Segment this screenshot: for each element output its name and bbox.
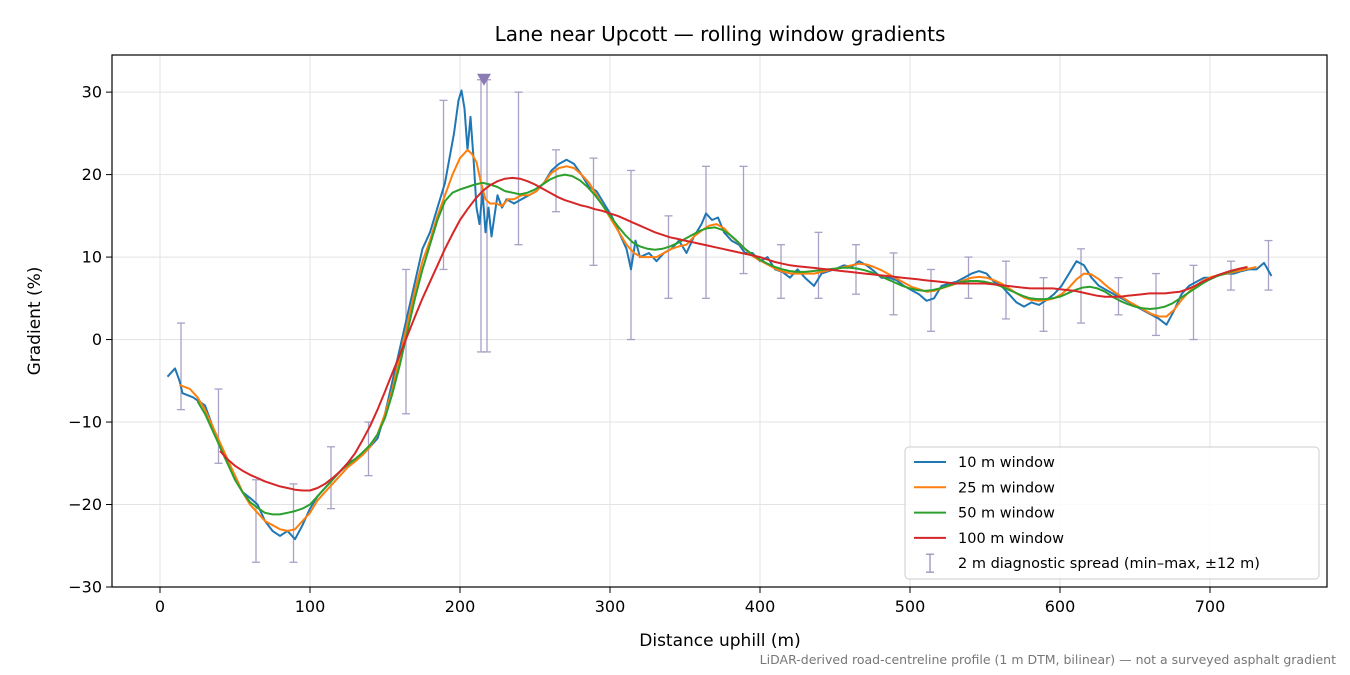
spread-bar: [927, 268, 935, 332]
legend: 10 m window 25 m window 50 m window 100 m w…: [904, 446, 1320, 580]
spread-bar: [664, 215, 673, 299]
series-line: [179, 148, 1257, 532]
x-tick-label: 500: [895, 597, 926, 616]
x-tick-label: 600: [1045, 597, 1076, 616]
triangle-marker: [477, 73, 491, 86]
y-axis-label: Gradient (%): [25, 267, 45, 376]
spread-bar: [1077, 248, 1085, 324]
series-line: [219, 176, 1248, 492]
x-tick-label: 300: [595, 597, 626, 616]
plot-area: [166, 73, 1273, 563]
spread-bar: [852, 244, 860, 295]
y-tick-label: 0: [92, 330, 102, 349]
spread-bar: [739, 165, 748, 275]
x-tick-label: 0: [155, 597, 165, 616]
spread-bar: [814, 231, 823, 299]
x-tick-label: 400: [745, 597, 776, 616]
y-tick-label: 30: [82, 83, 102, 102]
legend-label: 2 m diagnostic spread (min–max, ±12 m): [958, 556, 1260, 572]
spread-bar: [702, 165, 710, 299]
y-axis-ticks: −30 −20 −10 0 10 20 30: [68, 83, 112, 597]
spread-bar: [252, 479, 260, 563]
spread-bar: [1227, 260, 1235, 291]
x-tick-label: 100: [295, 597, 326, 616]
spread-bar: [1039, 277, 1048, 332]
marker-layer: [477, 73, 491, 86]
legend-label: 25 m window: [958, 480, 1055, 496]
legend-label: 10 m window: [958, 455, 1055, 471]
x-tick-label: 700: [1195, 597, 1226, 616]
spread-bar: [214, 388, 223, 464]
x-tick-label: 200: [445, 597, 476, 616]
spread-bar: [1264, 239, 1273, 291]
y-tick-label: −30: [68, 578, 102, 597]
y-tick-label: 10: [82, 248, 102, 267]
plot-frame: [111, 54, 1328, 588]
spread-bar: [1189, 264, 1198, 341]
spread-bar: [889, 252, 898, 316]
spread-bar: [514, 91, 523, 246]
spread-bar: [289, 483, 298, 563]
legend-spread-swatch: [926, 553, 934, 573]
chart-title: Lane near Upcott — rolling window gradie…: [495, 22, 946, 46]
series-lines: [166, 89, 1273, 541]
spread-bar: [1152, 272, 1160, 337]
spread-bar: [627, 169, 635, 341]
legend-box: [904, 446, 1320, 580]
spread-bar: [177, 322, 185, 411]
y-tick-label: −20: [68, 495, 102, 514]
spread-bar: [327, 446, 335, 510]
spread-bar: [589, 157, 598, 266]
footnote: LiDAR-derived road-centreline profile (1…: [760, 652, 1336, 667]
y-tick-label: 20: [82, 165, 102, 184]
y-tick-label: −10: [68, 413, 102, 432]
legend-label: 100 m window: [958, 531, 1064, 547]
spread-bar: [552, 149, 560, 213]
legend-label: 50 m window: [958, 506, 1055, 522]
x-axis-ticks: 0 100 200 300 400 500 600 700: [155, 587, 1225, 616]
x-axis-label: Distance uphill (m): [639, 631, 800, 651]
